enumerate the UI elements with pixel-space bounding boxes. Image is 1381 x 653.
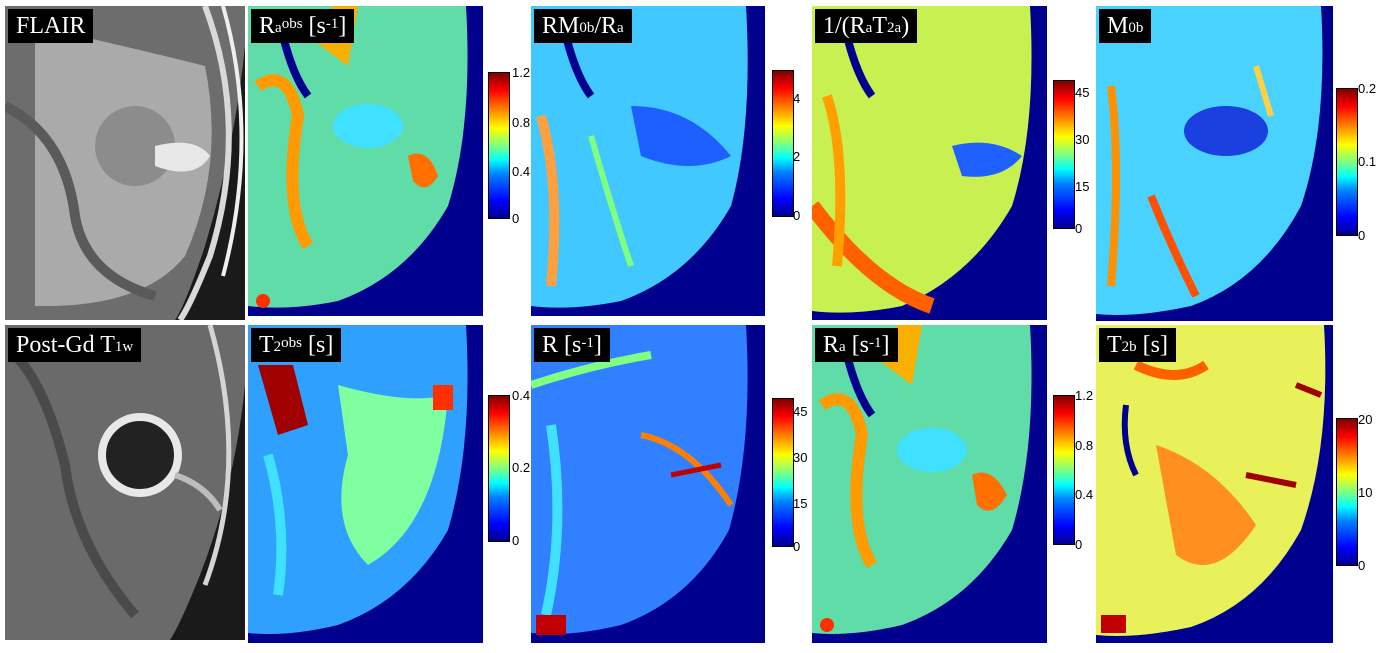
r-panel: R [s-1] [531,325,765,643]
panel-label-ra-obs: Raobs [s-1] [251,9,355,43]
m0b-tick: 0.1 [1358,154,1377,169]
t2-obs-tick: 0.2 [512,460,531,475]
rm0b-ra-colorbar [772,70,794,217]
panel-label-inv-rat2a: 1/(RaT2a) [815,9,918,43]
t2b-tick: 20 [1358,412,1373,427]
panel-label-flair: FLAIR [8,9,94,43]
panel-label-rm0b-ra: RM0b/Ra [534,9,632,43]
m0b-map [1096,6,1333,321]
t2-obs-tick: 0 [512,533,520,548]
flair-panel: FLAIR [5,6,245,320]
rm0b-ra-tick: 2 [793,149,801,164]
inv-rat2a-map [812,6,1047,320]
ra-obs-colorbar [488,72,510,219]
m0b-tick: 0 [1358,228,1366,243]
r-tick: 15 [793,496,808,511]
inv-rat2a-colorbar [1053,80,1075,229]
ra-colorbar [1053,395,1075,545]
panel-label-r: R [s-1] [534,328,610,362]
flair-image [5,6,245,320]
panel-label-t2-obs: T2obs [s] [251,328,342,362]
t2-obs-colorbar [488,395,510,542]
ra-obs-panel: Raobs [s-1] [248,6,483,316]
t2-obs-tick: 0.4 [512,388,531,403]
ra-panel: Ra [s-1] [812,325,1047,643]
inv-rat2a-tick: 0 [1075,221,1083,236]
panel-label-ra: Ra [s-1] [815,328,898,362]
ra-tick: 1.2 [1075,388,1094,403]
t2b-map [1096,325,1333,643]
t2-obs-map [248,325,483,643]
ra-obs-tick: 1.2 [512,65,531,80]
ra-obs-tick: 0 [512,211,520,226]
ra-obs-tick: 0.4 [512,164,531,179]
post-gd-panel: Post-Gd T1w [5,325,245,640]
ra-tick: 0.8 [1075,438,1094,453]
ra-map [812,325,1047,643]
inv-rat2a-panel: 1/(RaT2a) [812,6,1047,320]
panel-label-m0b: M0b [1099,9,1152,43]
panel-label-post-gd: Post-Gd T1w [8,328,142,362]
r-map [531,325,765,643]
rm0b-ra-tick: 0 [793,208,801,223]
ra-obs-tick: 0.8 [512,115,531,130]
r-colorbar [772,398,794,547]
inv-rat2a-tick: 45 [1075,85,1090,100]
t2b-colorbar [1336,418,1358,566]
m0b-colorbar [1336,88,1358,236]
t2b-tick: 0 [1358,558,1366,573]
r-tick: 45 [793,404,808,419]
t2b-tick: 10 [1358,485,1373,500]
rm0b-ra-panel: RM0b/Ra [531,6,765,316]
ra-obs-map [248,6,483,316]
m0b-tick: 0.2 [1358,81,1377,96]
post-gd-image [5,325,245,640]
rm0b-ra-tick: 4 [793,91,801,106]
ra-tick: 0 [1075,537,1083,552]
panel-label-t2b: T2b [s] [1099,328,1176,362]
ra-tick: 0.4 [1075,487,1094,502]
inv-rat2a-tick: 30 [1075,132,1090,147]
t2b-panel: T2b [s] [1096,325,1333,643]
m0b-panel: M0b [1096,6,1333,321]
r-tick: 0 [793,539,801,554]
t2-obs-panel: T2obs [s] [248,325,483,643]
r-tick: 30 [793,450,808,465]
inv-rat2a-tick: 15 [1075,179,1090,194]
rm0b-ra-map [531,6,765,316]
